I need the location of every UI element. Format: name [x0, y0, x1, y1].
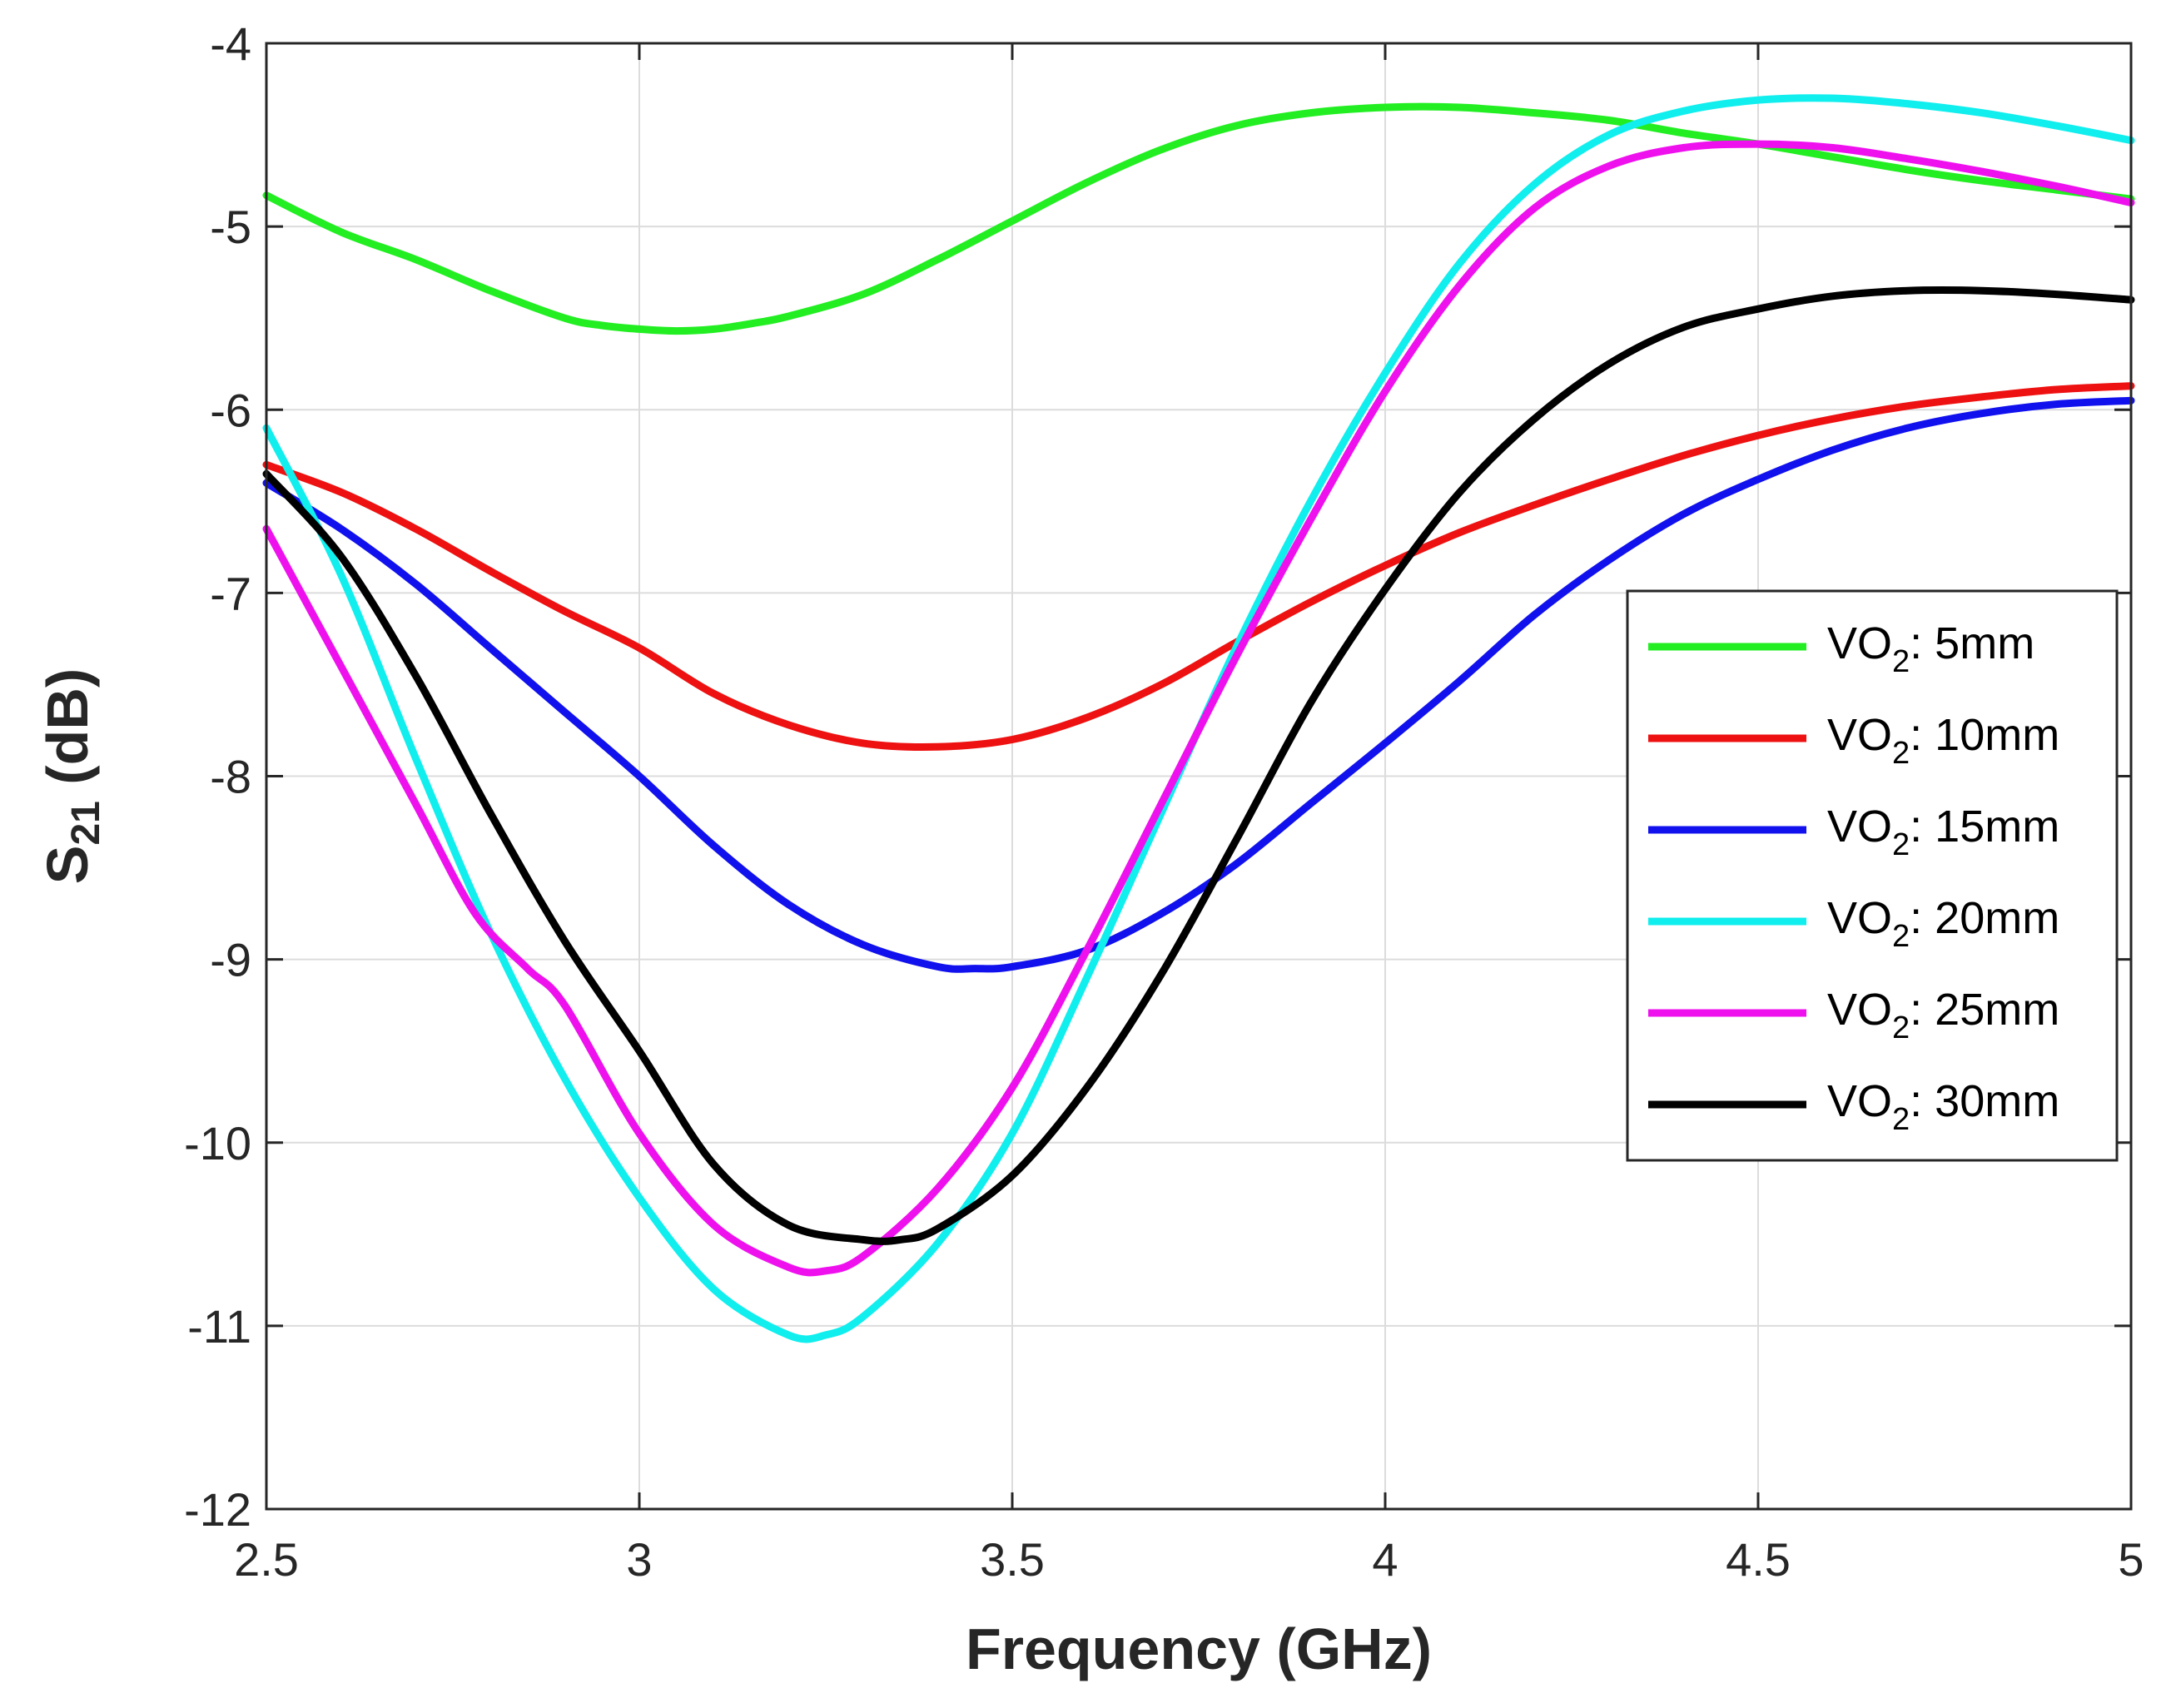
- y-axis-title: S21 (dB): [35, 668, 108, 884]
- legend-label: VO2: 30mm: [1827, 1076, 2059, 1137]
- y-axis-title-main: S: [35, 846, 100, 885]
- series-line-4: [262, 94, 2135, 1343]
- legend-label-main: VO: [1827, 1076, 1892, 1126]
- y-tick-label: -10: [184, 1117, 251, 1169]
- legend-label-main: VO: [1827, 985, 1892, 1035]
- legend-label-value: : 25mm: [1910, 985, 2059, 1035]
- legend-label-subscript: 2: [1892, 1102, 1910, 1137]
- x-axis-title: Frequency (GHz): [966, 1616, 1432, 1681]
- legend-box: [1626, 589, 2119, 1162]
- x-tick-label: 5: [2118, 1533, 2144, 1586]
- series-line-2: [262, 382, 2135, 752]
- legend-label-main: VO: [1827, 710, 1892, 760]
- y-tick-label: -12: [184, 1483, 251, 1536]
- series-line-6: [262, 285, 2135, 1245]
- y-tick-label: -6: [210, 384, 251, 436]
- series-line-5: [262, 140, 2135, 1277]
- legend-label-subscript: 2: [1892, 827, 1910, 862]
- series-line-3: [262, 396, 2135, 973]
- y-tick-label: -11: [187, 1300, 251, 1353]
- legend-label: VO2: 15mm: [1827, 802, 2059, 862]
- y-axis-title-unit: (dB): [35, 668, 100, 801]
- legend-label-main: VO: [1827, 618, 1892, 668]
- series-group: [262, 94, 2135, 1343]
- x-ticks: 2.5 3 3.5 4 4.5 5: [234, 43, 2144, 1586]
- legend-label: VO2: 10mm: [1827, 710, 2059, 771]
- legend-label-subscript: 2: [1892, 1010, 1910, 1045]
- legend-label: VO2: 20mm: [1827, 893, 2059, 954]
- y-tick-label: -5: [210, 201, 251, 253]
- legend-label-value: : 10mm: [1910, 710, 2059, 760]
- x-tick-label: 3: [626, 1533, 652, 1586]
- legend-label-main: VO: [1827, 893, 1892, 943]
- legend-label-subscript: 2: [1892, 919, 1910, 954]
- y-tick-label: -9: [210, 934, 251, 986]
- legend-label-value: : 30mm: [1910, 1076, 2059, 1126]
- y-tick-label: -8: [210, 751, 251, 803]
- legend-label: VO2: 5mm: [1827, 618, 2034, 679]
- legend-label-value: : 20mm: [1910, 893, 2059, 943]
- legend-label: VO2: 25mm: [1827, 985, 2059, 1045]
- series-line-1: [262, 102, 2135, 335]
- x-tick-label: 2.5: [234, 1533, 299, 1586]
- y-ticks: -12 -11 -10 -9 -8 -7 -6 -5 -4: [184, 17, 2131, 1536]
- legend-label-value: : 15mm: [1910, 802, 2059, 852]
- legend-label-main: VO: [1827, 802, 1892, 852]
- y-tick-label: -4: [210, 17, 251, 70]
- y-axis-title-subscript: 21: [64, 801, 108, 845]
- y-tick-label: -7: [210, 567, 251, 619]
- legend-label-subscript: 2: [1892, 644, 1910, 679]
- legend-label-value: : 5mm: [1910, 618, 2034, 668]
- legend-label-subscript: 2: [1892, 736, 1910, 771]
- x-tick-label: 4.5: [1726, 1533, 1791, 1586]
- x-tick-label: 3.5: [980, 1533, 1045, 1586]
- x-tick-label: 4: [1372, 1533, 1398, 1586]
